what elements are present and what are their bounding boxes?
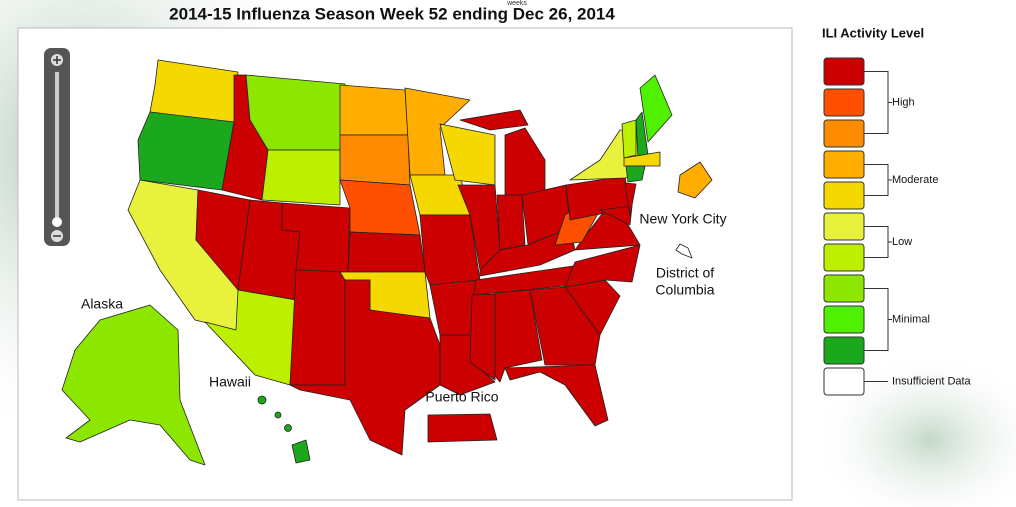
legend-bracket xyxy=(864,288,892,351)
legend-swatch xyxy=(823,274,865,303)
state[interactable] xyxy=(624,182,637,217)
state[interactable] xyxy=(289,269,349,386)
state[interactable] xyxy=(339,134,411,186)
map-label: Columbia xyxy=(655,282,714,298)
legend-swatch xyxy=(823,150,865,179)
nyc[interactable] xyxy=(677,161,713,199)
state[interactable] xyxy=(564,244,641,288)
legend: ILI Activity Level High Moderate Low Minima… xyxy=(822,25,972,396)
state[interactable] xyxy=(289,279,441,456)
state[interactable] xyxy=(623,151,661,167)
state[interactable] xyxy=(599,205,633,226)
state[interactable] xyxy=(529,286,601,366)
legend-bracket xyxy=(864,71,892,134)
legend-swatch xyxy=(823,305,865,334)
state[interactable] xyxy=(621,119,637,159)
zoom-handle[interactable] xyxy=(52,217,62,227)
state[interactable] xyxy=(137,111,235,191)
state[interactable] xyxy=(469,293,496,381)
hawaii[interactable] xyxy=(257,395,267,405)
legend-label: Moderate xyxy=(892,174,938,186)
state[interactable] xyxy=(639,74,673,143)
state[interactable] xyxy=(625,165,646,183)
map-label: District of xyxy=(656,265,714,281)
map-label: Puerto Rico xyxy=(425,389,498,405)
state[interactable] xyxy=(419,214,481,286)
legend-label: Insufficient Data xyxy=(892,375,972,387)
zoom-control[interactable] xyxy=(44,48,70,246)
legend-swatch xyxy=(823,367,865,396)
legend-swatch xyxy=(823,88,865,117)
legend-label: Low xyxy=(892,236,912,248)
subtitle: weeks xyxy=(506,0,527,7)
map-panel: New York City District of Columbia Alask… xyxy=(17,27,793,501)
puerto-rico[interactable] xyxy=(427,413,498,443)
hawaii[interactable] xyxy=(284,424,292,432)
state[interactable] xyxy=(261,149,341,206)
map-label: Hawaii xyxy=(209,374,251,390)
legend-bracket xyxy=(864,226,892,258)
states xyxy=(61,59,713,466)
state[interactable] xyxy=(339,179,421,236)
state[interactable] xyxy=(245,74,346,151)
legend-swatch xyxy=(823,243,865,272)
legend-label: High xyxy=(892,96,915,108)
map-label: Alaska xyxy=(81,296,123,312)
legend-swatch xyxy=(823,57,865,86)
state[interactable] xyxy=(347,231,426,273)
state[interactable] xyxy=(459,109,529,131)
state[interactable] xyxy=(496,194,526,251)
hawaii[interactable] xyxy=(291,439,311,464)
legend-swatch xyxy=(823,212,865,241)
zoom-track xyxy=(55,72,59,222)
legend-swatch xyxy=(823,119,865,148)
legend-title: ILI Activity Level xyxy=(822,25,924,40)
state[interactable] xyxy=(339,84,409,136)
state[interactable] xyxy=(504,364,609,427)
map-label: New York City xyxy=(639,211,726,227)
title: 2014-15 Influenza Season Week 52 ending … xyxy=(169,4,615,23)
legend-swatch xyxy=(823,336,865,365)
legend-bracket xyxy=(864,164,892,196)
hawaii[interactable] xyxy=(274,411,282,419)
legend-swatch xyxy=(823,181,865,210)
alaska[interactable] xyxy=(61,304,206,466)
zoom-in-icon xyxy=(53,56,61,64)
state[interactable] xyxy=(504,127,546,196)
state[interactable] xyxy=(404,87,471,176)
legend-label: Minimal xyxy=(892,313,930,325)
dc[interactable] xyxy=(675,243,693,259)
